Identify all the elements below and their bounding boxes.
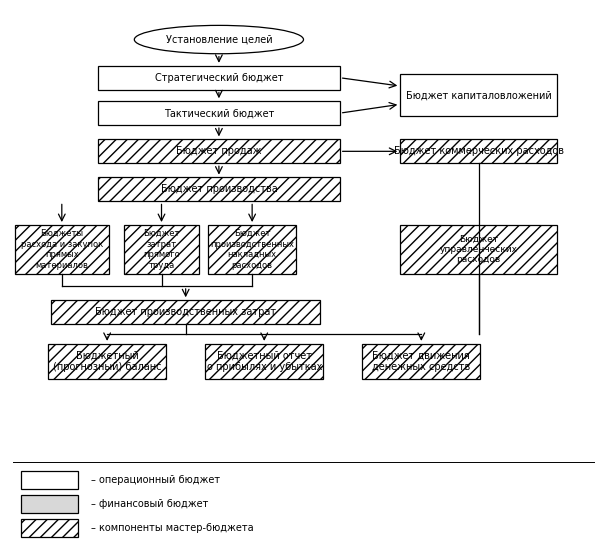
Text: – операционный бюджет: – операционный бюджет	[90, 475, 220, 485]
Bar	[400, 225, 557, 274]
Text: Бюджет производства: Бюджет производства	[160, 185, 277, 195]
Bar	[98, 178, 340, 202]
Text: – финансовый бюджет: – финансовый бюджет	[90, 499, 208, 509]
Text: Бюджет продаж: Бюджет продаж	[176, 146, 262, 156]
Bar	[98, 101, 340, 125]
Bar	[51, 300, 320, 324]
Bar	[208, 225, 296, 274]
Bar	[98, 66, 340, 90]
Text: Бюджет коммерческих расходов: Бюджет коммерческих расходов	[394, 146, 564, 156]
Bar	[400, 139, 557, 163]
Text: Бюджет
управленческих
расходов: Бюджет управленческих расходов	[439, 235, 518, 264]
Text: Тактический бюджет: Тактический бюджет	[164, 108, 274, 118]
Text: Бюджет капиталовложений: Бюджет капиталовложений	[406, 90, 552, 100]
Ellipse shape	[134, 25, 304, 54]
Text: Бюджет производственных затрат: Бюджет производственных затрат	[95, 307, 276, 317]
Bar	[205, 344, 323, 379]
Text: Бюджеты
расхода и закупок
прямых
материалов: Бюджеты расхода и закупок прямых материа…	[21, 230, 103, 270]
Text: – компоненты мастер-бюджета: – компоненты мастер-бюджета	[90, 523, 253, 533]
Text: Бюджетный отчет
о прибылях и убытках: Бюджетный отчет о прибылях и убытках	[206, 350, 322, 372]
Bar	[21, 471, 78, 489]
Text: Бюджет движения
денежных средств: Бюджет движения денежных средств	[372, 350, 470, 372]
Text: Стратегический бюджет: Стратегический бюджет	[155, 73, 283, 83]
Bar	[98, 139, 340, 163]
Bar	[400, 75, 557, 116]
Bar	[48, 344, 166, 379]
Bar	[21, 520, 78, 537]
Text: Бюджет
затрат
прямого
труда: Бюджет затрат прямого труда	[143, 230, 180, 270]
Text: Установление целей: Установление целей	[166, 35, 272, 44]
Text: Бюджет
производственных
накладных
расходов: Бюджет производственных накладных расход…	[210, 230, 294, 270]
Bar	[124, 225, 199, 274]
Bar	[21, 495, 78, 513]
Text: Бюджетный
(прогнозный) баланс: Бюджетный (прогнозный) баланс	[53, 350, 161, 372]
Bar	[362, 344, 480, 379]
Bar	[15, 225, 109, 274]
